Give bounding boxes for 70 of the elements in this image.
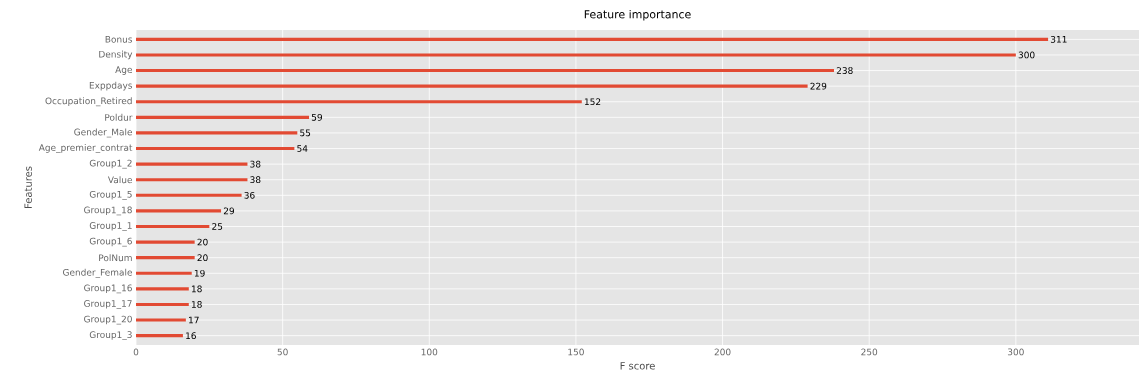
y-tick-label: Group1_20 bbox=[84, 315, 132, 325]
bar bbox=[136, 178, 248, 182]
x-axis-title: F score bbox=[620, 362, 655, 370]
y-tick-label: Group1_5 bbox=[89, 190, 132, 200]
bar bbox=[136, 318, 186, 322]
data-label: 17 bbox=[189, 316, 199, 324]
y-tick-label: Age bbox=[115, 66, 133, 75]
bar bbox=[136, 115, 310, 119]
y-tick-label: Group1_17 bbox=[84, 300, 132, 309]
y-tick-label: Poldur bbox=[105, 113, 133, 121]
data-label: 152 bbox=[584, 98, 601, 106]
y-tick-label: Gender_Female bbox=[63, 268, 133, 278]
x-tick-label: 150 bbox=[568, 348, 584, 356]
bar bbox=[136, 193, 242, 197]
bar bbox=[136, 100, 582, 104]
data-label: 229 bbox=[810, 82, 827, 90]
data-label: 36 bbox=[244, 191, 255, 199]
data-label: 18 bbox=[191, 301, 202, 308]
x-tick-label: 250 bbox=[861, 348, 878, 356]
data-label: 38 bbox=[250, 176, 261, 184]
data-label: 38 bbox=[250, 160, 261, 168]
y-tick-label: Group1_6 bbox=[89, 237, 132, 247]
y-tick-label: Value bbox=[107, 176, 133, 184]
bar bbox=[136, 131, 298, 135]
data-label: 311 bbox=[1050, 35, 1067, 43]
bar bbox=[136, 162, 248, 166]
data-label: 16 bbox=[186, 332, 196, 340]
y-tick-label: Age_premier_contrat bbox=[38, 144, 133, 153]
bar bbox=[136, 224, 210, 229]
y-tick-label: Group1_2 bbox=[89, 159, 132, 169]
data-label: 25 bbox=[212, 223, 223, 230]
bar bbox=[136, 68, 834, 73]
y-tick-label: Exppdays bbox=[89, 81, 133, 91]
bar bbox=[136, 240, 195, 244]
data-label: 55 bbox=[300, 129, 311, 137]
y-tick-label: Gender_Male bbox=[74, 128, 133, 138]
y-tick-label: Density bbox=[99, 50, 133, 60]
bar bbox=[136, 53, 1016, 57]
data-label: 59 bbox=[311, 113, 323, 121]
y-tick-label: Group1_18 bbox=[84, 206, 132, 216]
bar bbox=[136, 209, 222, 213]
y-tick-label: Group1_16 bbox=[84, 284, 132, 294]
y-tick-label: Group1_1 bbox=[89, 222, 132, 231]
y-axis-title: Features bbox=[24, 166, 32, 208]
data-label: 20 bbox=[197, 238, 208, 246]
y-tick-label: Occupation_Retired bbox=[45, 97, 132, 107]
x-tick-label: 300 bbox=[1007, 348, 1024, 356]
x-tick-label: 0 bbox=[133, 348, 139, 356]
x-tick-label: 100 bbox=[421, 348, 438, 356]
bar bbox=[136, 271, 192, 275]
bar bbox=[136, 84, 808, 88]
x-tick-label: 200 bbox=[714, 348, 731, 356]
bar bbox=[136, 287, 189, 291]
data-label: 300 bbox=[1018, 51, 1035, 59]
y-tick-label: PolNum bbox=[99, 254, 132, 262]
bar bbox=[136, 146, 295, 151]
x-tick-label: 50 bbox=[277, 348, 288, 356]
data-label: 19 bbox=[194, 269, 205, 277]
y-tick-label: Group1_3 bbox=[89, 331, 132, 341]
data-label: 18 bbox=[191, 285, 202, 293]
bar bbox=[136, 302, 189, 307]
bar bbox=[136, 37, 1049, 41]
data-label: 20 bbox=[197, 254, 208, 262]
data-label: 238 bbox=[836, 67, 853, 74]
y-tick-label: Bonus bbox=[105, 36, 133, 43]
bar bbox=[136, 334, 183, 338]
chart-title: Feature importance bbox=[584, 9, 691, 21]
data-label: 54 bbox=[297, 145, 308, 152]
data-label: 29 bbox=[223, 207, 235, 215]
bar bbox=[136, 256, 195, 260]
